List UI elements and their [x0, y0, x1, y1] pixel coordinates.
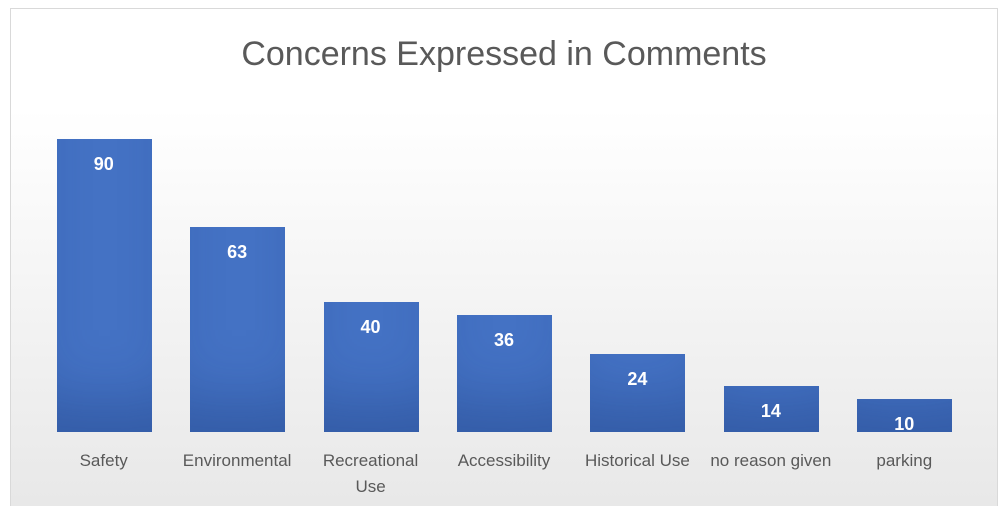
x-tick-label: Recreational Use: [322, 451, 419, 496]
data-label: 10: [894, 414, 915, 435]
x-tick-label: Accessibility: [457, 451, 551, 470]
bar: [190, 226, 286, 432]
chart-title: Concerns Expressed in Comments: [241, 35, 767, 73]
bar: [857, 399, 953, 432]
x-tick-label: parking: [876, 451, 933, 470]
data-label: 40: [360, 316, 381, 337]
data-label: 14: [760, 401, 781, 422]
data-label: 63: [227, 241, 248, 262]
bar: [457, 314, 552, 432]
x-tick-label: no reason given: [710, 451, 832, 470]
x-tick-label: Historical Use: [584, 451, 690, 470]
chart: Concerns Expressed in Comments Safety 90 E…: [10, 8, 998, 506]
x-tick-label: Environmental: [182, 451, 292, 470]
bar: [590, 353, 686, 432]
bar: [723, 386, 819, 432]
data-label: 36: [493, 329, 515, 350]
bar: [56, 139, 152, 432]
data-label: 90: [93, 154, 114, 174]
data-label: 24: [627, 368, 648, 389]
x-tick-label: Safety: [79, 451, 128, 470]
bar: [323, 301, 419, 432]
